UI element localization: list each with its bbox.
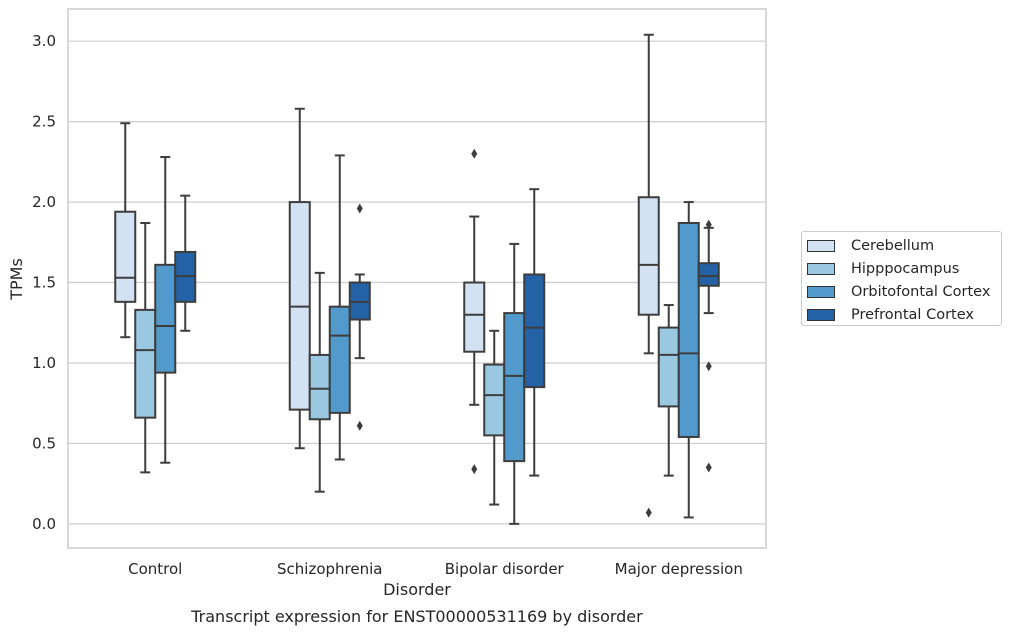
legend-item-prefrontal-cortex: Prefrontal Cortex [807,303,1001,326]
box-3-2 [523,188,546,477]
box-body [308,353,331,421]
outlier-point [356,203,363,214]
legend-swatch-hippocampus [807,263,835,276]
legend-label-orbitofrontal-cortex: Orbitofontal Cortex [851,283,991,300]
legend-item-orbitofrontal-cortex: Orbitofontal Cortex [807,281,1001,304]
box-3-3 [697,219,720,473]
outlier-point [705,462,712,473]
outlier-point [705,219,712,230]
box-body [483,363,506,437]
box-body [114,210,137,303]
legend-swatch-orbitofrontal-cortex [807,285,835,298]
outlier-point [645,507,652,518]
x-tick-labels: Control Schizophrenia Bipolar disorder Majo… [128,560,743,578]
outlier-point [705,361,712,372]
box-body [134,308,157,419]
y-tick-label: 0.5 [32,434,56,452]
legend-label-hippocampus: Hipppocampus [851,261,960,278]
y-tick-label: 1.0 [32,354,56,372]
legend-label-cerebellum: Cerebellum [851,238,935,255]
plot-frame [67,8,767,549]
box-body [154,263,177,374]
box-2-1 [328,154,351,461]
box-body [697,262,720,287]
y-tick-label: 1.5 [32,274,56,292]
legend-swatch-prefrontal-cortex [807,308,835,321]
box-1-3 [657,304,680,477]
box-0-0 [114,122,137,339]
legend: Cerebellum Hipppocampus Orbitofontal Cor… [801,231,1002,326]
y-tick-label: 3.0 [32,32,56,50]
box-2-3 [677,201,700,519]
box-body [637,196,660,316]
x-tick-label: Control [128,560,182,578]
box-1-1 [308,271,331,493]
y-tick-label: 2.5 [32,113,56,131]
outlier-point [471,148,478,159]
box-1-2 [483,329,506,506]
box-body [503,312,526,463]
box-2-2 [503,242,526,525]
legend-item-hippocampus: Hipppocampus [807,258,1001,281]
box-3-0 [174,194,197,332]
legend-item-cerebellum: Cerebellum [807,235,1001,258]
y-tick-label: 0.0 [32,515,56,533]
outlier-point [471,464,478,475]
outlier-point [356,420,363,431]
box-0-3 [637,33,660,518]
box-body [657,326,680,408]
chart-title: Transcript expression for ENST0000053116… [190,607,643,626]
y-tick-labels: 0.0 0.5 1.0 1.5 2.0 2.5 3.0 [32,32,56,533]
x-tick-label: Major depression [615,560,743,578]
box-body [328,305,351,414]
box-body [523,273,546,389]
y-axis-label: TPMs [7,258,26,301]
box-1-0 [134,221,157,474]
y-tick-label: 2.0 [32,193,56,211]
x-tick-label: Schizophrenia [277,560,382,578]
box-0-2 [463,148,486,475]
legend-label-prefrontal-cortex: Prefrontal Cortex [851,306,974,323]
box-plots [114,33,720,525]
box-body [677,221,700,438]
x-axis-label: Disorder [383,580,451,599]
box-3-1 [348,203,371,431]
x-tick-label: Bipolar disorder [445,560,565,578]
box-body [463,281,486,353]
box-0-1 [288,107,311,450]
legend-swatch-cerebellum [807,240,835,253]
box-2-0 [154,156,177,464]
